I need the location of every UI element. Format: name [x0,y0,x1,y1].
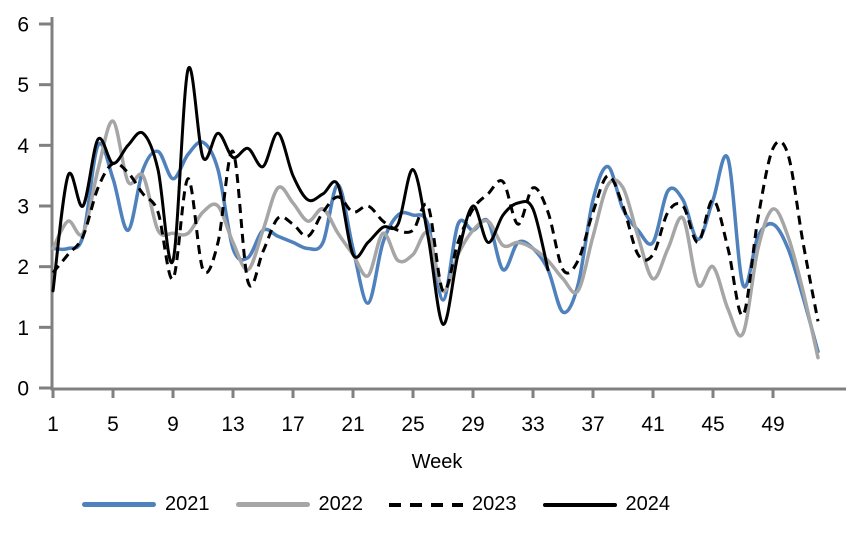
y-tick-label: 3 [17,196,29,219]
x-axis-title: Week [412,451,464,473]
x-tick-label: 5 [107,413,119,436]
legend-swatch-2022-line [235,502,310,507]
y-tick-label: 6 [17,14,29,37]
series-line-2024 [51,65,550,326]
x-tick-label: 45 [701,413,724,436]
legend-item-2021: 2021 [82,493,210,516]
series-line-2023 [51,140,820,322]
x-tick-label: 33 [521,413,544,436]
x-tick-label: 13 [221,413,244,436]
legend-swatch-2024-line [542,502,617,507]
x-tick-label: 49 [761,413,784,436]
legend-label-2022: 2022 [318,493,364,515]
x-tick-label: 37 [581,413,604,436]
legend-item-2024: 2024 [542,493,671,516]
legend-item-2022: 2022 [235,493,364,516]
legend-label-2023: 2023 [472,493,517,515]
legend-label-2024: 2024 [625,493,671,515]
x-tick-label: 25 [401,413,424,436]
y-tick-label: 5 [17,74,29,97]
legend-swatch-2023-dashed-line [389,502,463,507]
x-tick-label: 41 [641,413,664,436]
legend-label-2021: 2021 [165,493,210,515]
x-tick-label: 17 [281,413,304,436]
x-tick-label: 21 [341,413,364,436]
y-tick-label: 1 [17,317,29,340]
x-tick-label: 1 [47,413,59,436]
x-tick-label: 29 [461,413,484,436]
legend-item-2023: 2023 [389,493,517,516]
legend: 2021 2022 2023 2024 [82,493,670,516]
y-tick-label: 0 [17,378,29,401]
y-tick-label: 4 [17,135,29,158]
legend-swatch-2021-line [82,502,156,507]
axes [39,17,846,398]
series-lines [51,65,820,360]
x-tick-label: 9 [167,413,179,436]
y-tick-label: 2 [17,256,29,279]
